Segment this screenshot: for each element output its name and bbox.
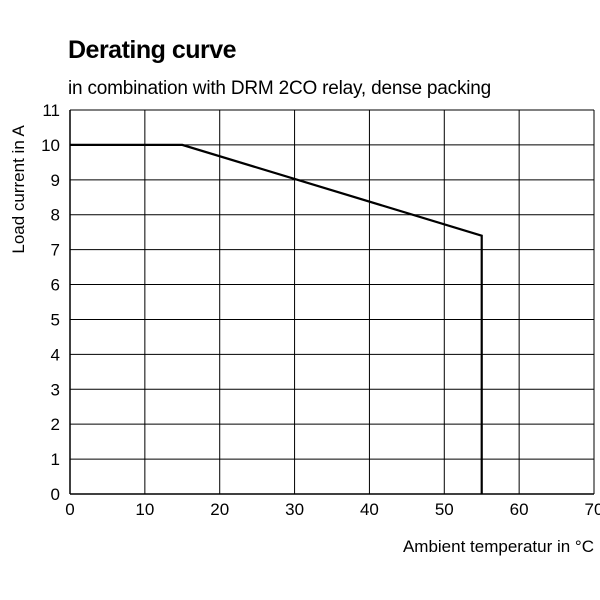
y-tick-label: 1: [51, 450, 60, 469]
y-tick-label: 8: [51, 206, 60, 225]
y-tick-label: 3: [51, 380, 60, 399]
x-axis-label: Ambient temperatur in °C: [403, 537, 594, 556]
x-tick-label: 0: [65, 500, 74, 519]
x-tick-label: 60: [510, 500, 529, 519]
y-tick-label: 7: [51, 241, 60, 260]
x-tick-label: 10: [135, 500, 154, 519]
x-tick-label: 70: [585, 500, 600, 519]
y-tick-label: 5: [51, 310, 60, 329]
chart-subtitle: in combination with DRM 2CO relay, dense…: [68, 78, 492, 99]
y-tick-label: 11: [42, 101, 60, 120]
y-tick-label: 2: [51, 415, 60, 434]
x-tick-label: 20: [210, 500, 229, 519]
y-tick-label: 10: [41, 136, 60, 155]
y-tick-label: 4: [51, 345, 60, 364]
series-line: [70, 143, 483, 494]
x-tick-label: 50: [435, 500, 454, 519]
y-tick-label: 6: [51, 276, 60, 295]
y-tick-label: 0: [51, 485, 60, 504]
y-axis-label: Load current in A: [9, 124, 28, 253]
x-tick-label: 30: [285, 500, 304, 519]
x-tick-label: 40: [360, 500, 379, 519]
y-tick-label: 9: [51, 171, 60, 190]
chart-title: Derating curve: [68, 36, 237, 64]
